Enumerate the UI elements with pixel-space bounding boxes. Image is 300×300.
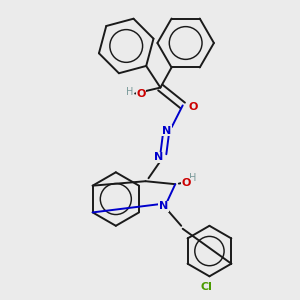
Text: H: H [189,173,197,183]
Text: N: N [159,202,168,212]
Text: O: O [136,88,146,98]
Text: O: O [188,102,198,112]
Text: Cl: Cl [200,282,212,292]
Text: H: H [125,87,133,97]
Text: N: N [162,126,171,136]
Text: O: O [182,178,191,188]
Text: N: N [154,152,164,162]
